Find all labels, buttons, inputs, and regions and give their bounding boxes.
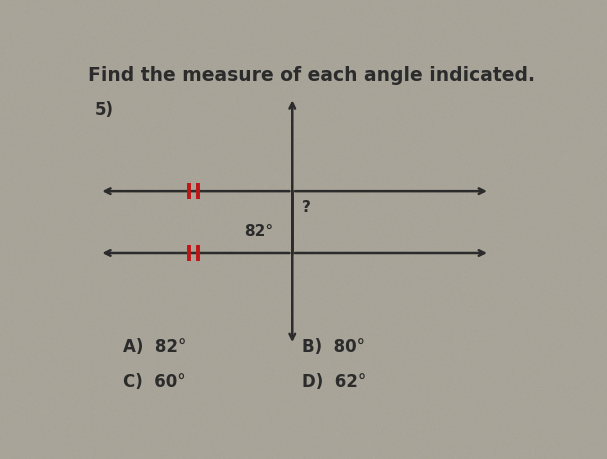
Text: 5): 5) — [95, 101, 114, 119]
Text: B)  80°: B) 80° — [302, 338, 365, 356]
Text: 82°: 82° — [245, 224, 274, 239]
Text: C)  60°: C) 60° — [123, 373, 186, 391]
Text: D)  62°: D) 62° — [302, 373, 366, 391]
Text: A)  82°: A) 82° — [123, 338, 186, 356]
Text: Find the measure of each angle indicated.: Find the measure of each angle indicated… — [87, 66, 535, 84]
Text: ?: ? — [302, 201, 311, 215]
